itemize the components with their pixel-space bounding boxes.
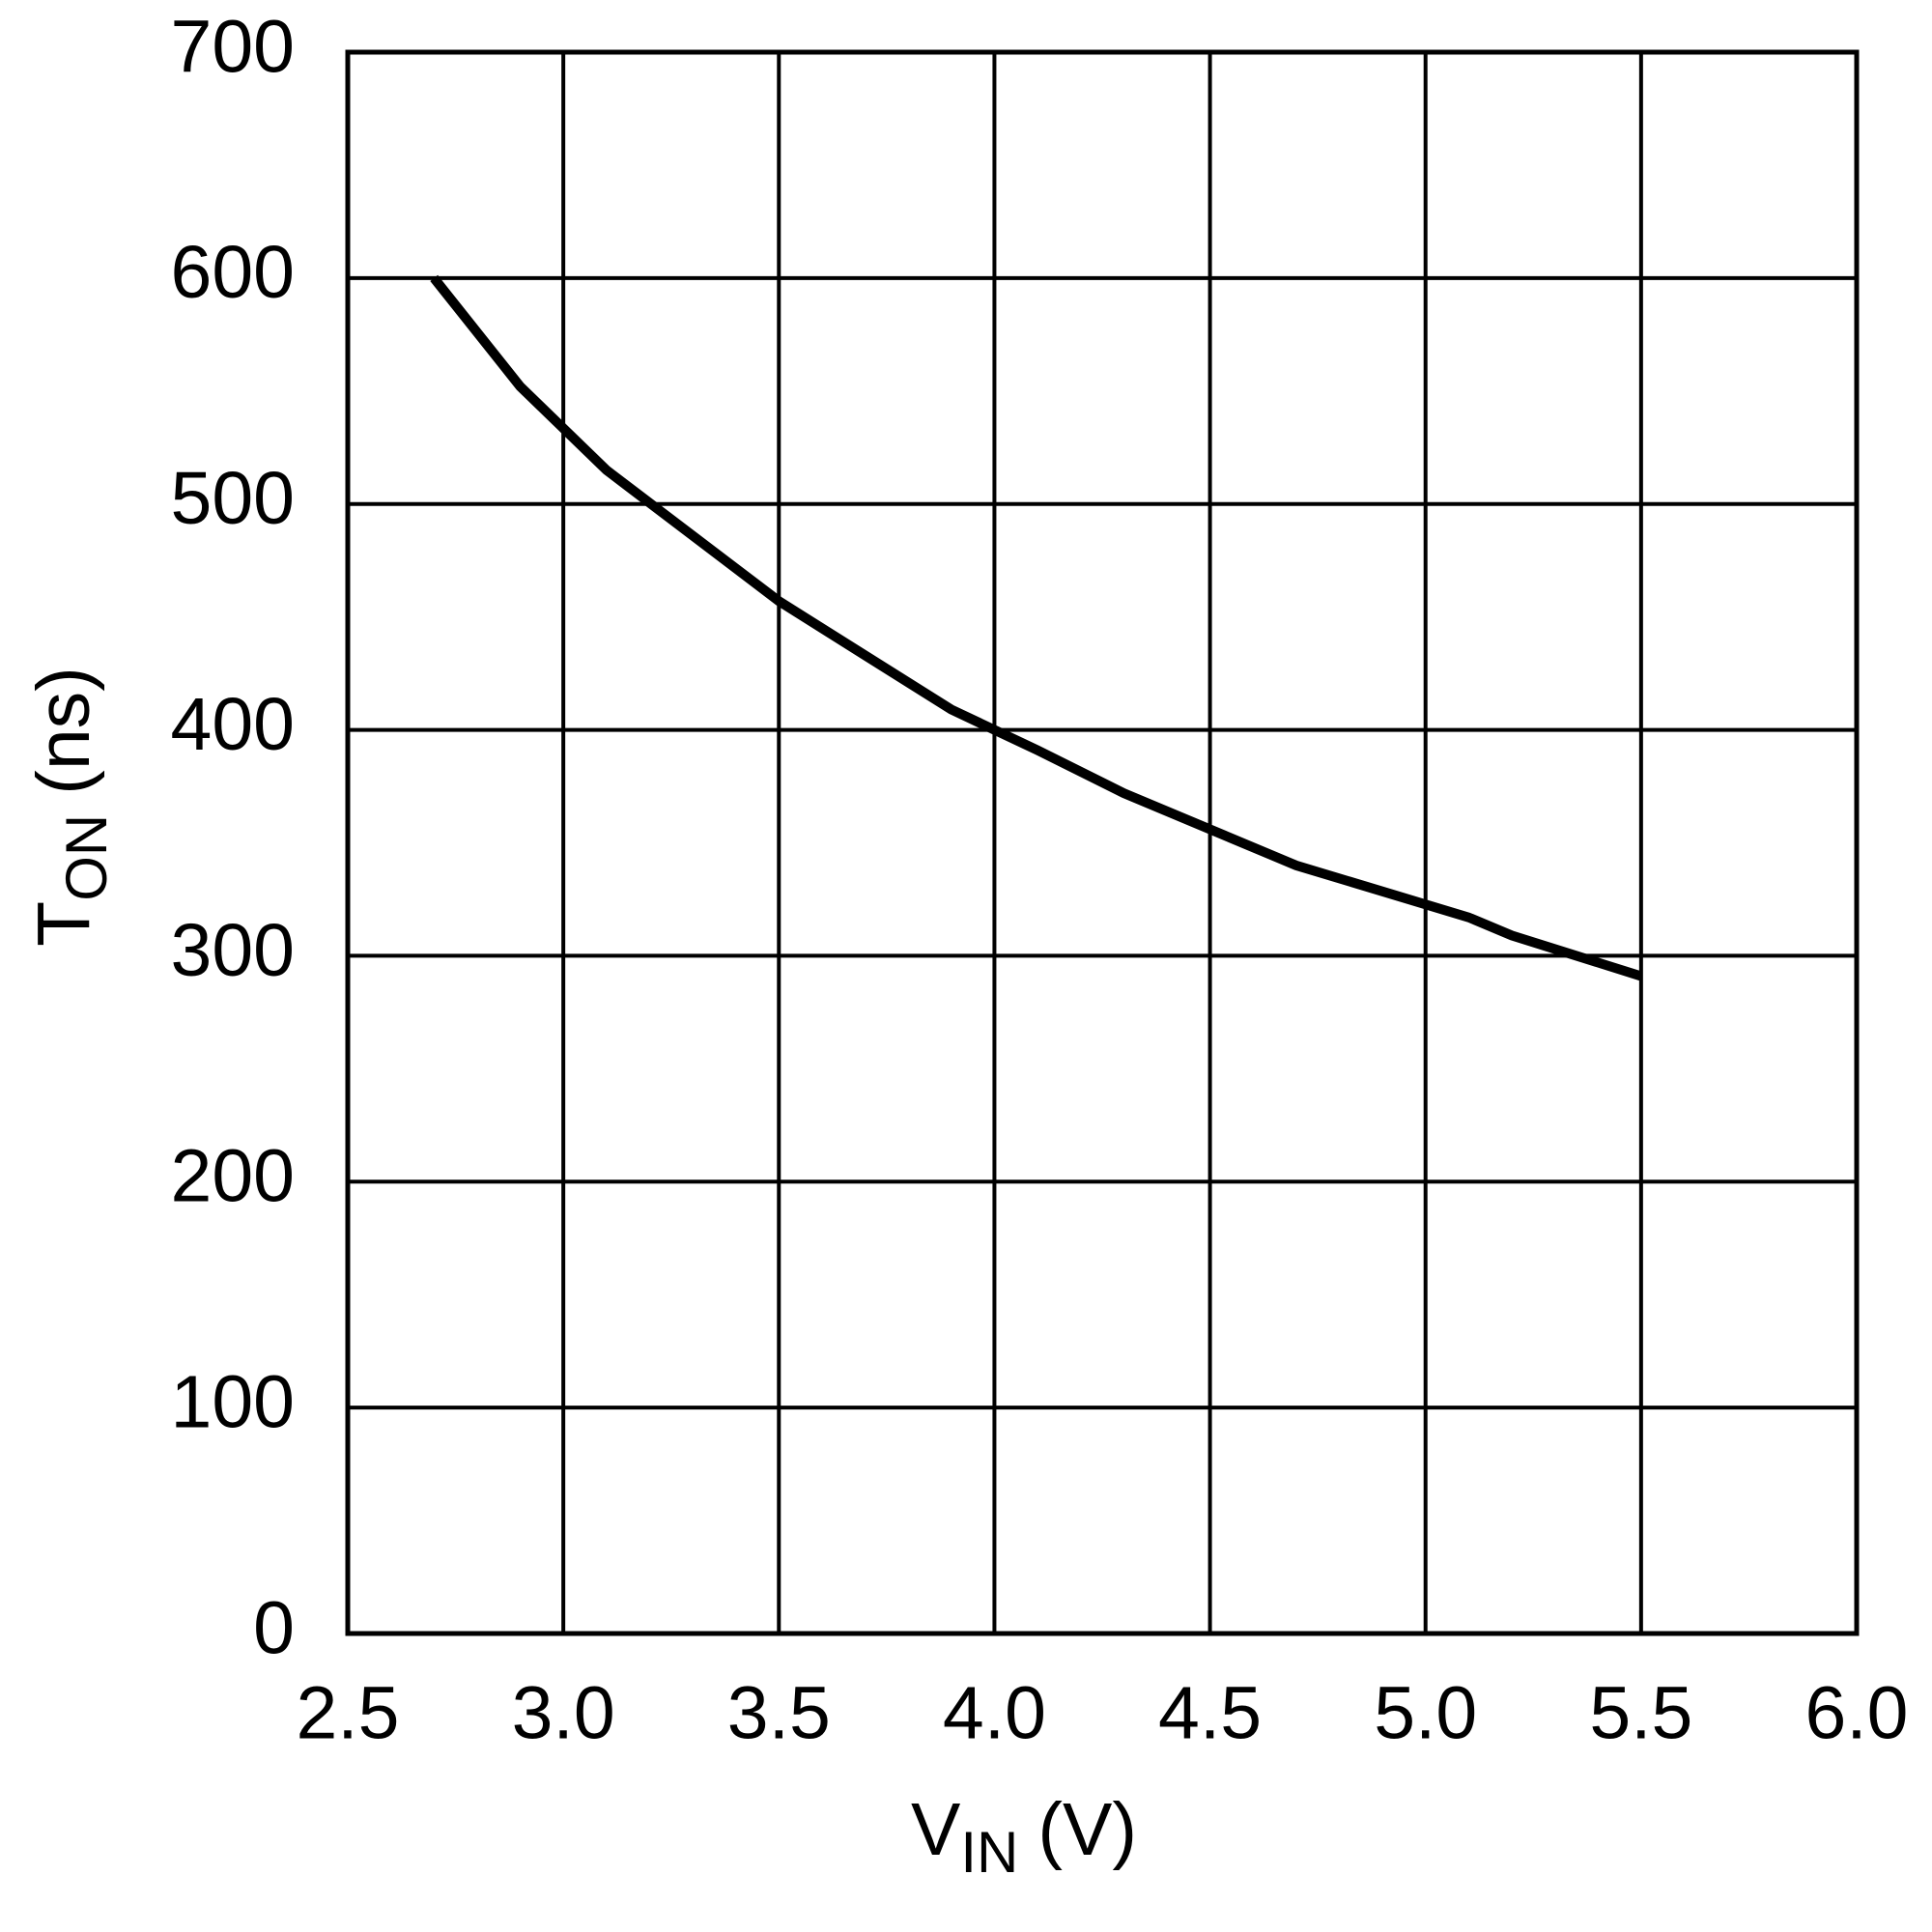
x-label-main: V	[911, 1788, 961, 1871]
y-tick-label: 700	[171, 5, 295, 88]
y-label-unit: (ns)	[22, 667, 105, 795]
y-tick-label: 300	[171, 909, 295, 992]
x-label-unit: (V)	[1037, 1788, 1137, 1871]
x-axis-label: VIN (V)	[911, 1788, 1137, 1885]
x-tick-label: 6.0	[1804, 1671, 1908, 1754]
y-tick-label: 400	[171, 683, 295, 766]
y-tick-label: 600	[171, 231, 295, 314]
data-line	[430, 274, 1643, 981]
plot-frame	[345, 49, 1860, 1636]
x-tick-label: 4.0	[943, 1671, 1046, 1754]
y-tick-label: 500	[171, 457, 295, 540]
x-tick-label: 4.5	[1158, 1671, 1262, 1754]
x-tick-label: 5.5	[1589, 1671, 1692, 1754]
x-tick-label: 5.0	[1374, 1671, 1477, 1754]
y-tick-label: 100	[171, 1360, 295, 1443]
x-label-sub: IN	[960, 1820, 1018, 1885]
y-tick-label: 200	[171, 1135, 295, 1218]
x-tick-label: 3.5	[727, 1671, 831, 1754]
y-tick-label: 0	[253, 1586, 295, 1669]
y-label-sub: ON	[54, 814, 119, 901]
y-label-main: T	[22, 901, 105, 947]
x-tick-label: 2.5	[296, 1671, 399, 1754]
y-axis-label: TON (ns)	[22, 667, 119, 947]
x-tick-label: 3.0	[512, 1671, 615, 1754]
